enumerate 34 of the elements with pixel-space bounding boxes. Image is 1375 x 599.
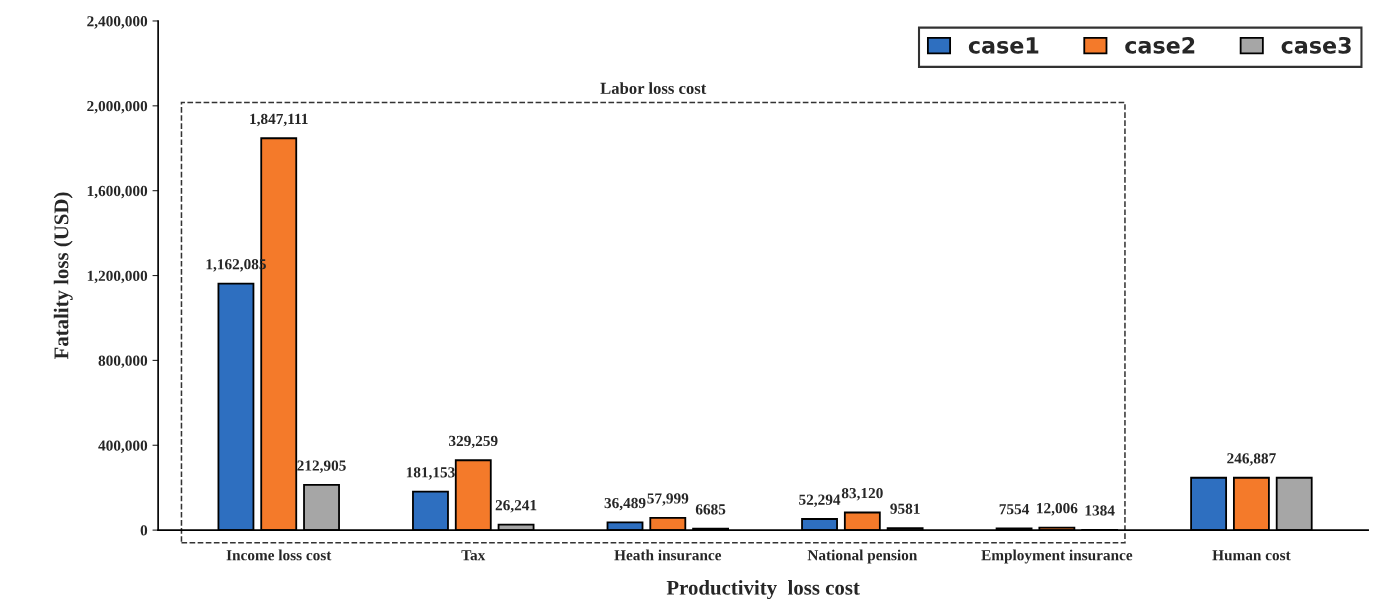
- data-label: 7554: [999, 504, 1030, 515]
- data-label: 83,120: [841, 487, 883, 501]
- data-label: 1384: [1085, 505, 1115, 516]
- y-tick-label: 1,200,000: [87, 270, 148, 284]
- y-tick-label: 800,000: [98, 355, 148, 369]
- y-axis-title: Fatality loss (USD): [53, 192, 73, 360]
- data-label: 212,905: [297, 460, 346, 473]
- x-tick-label: Tax: [461, 550, 486, 561]
- annotation: Labor loss cost: [600, 82, 707, 94]
- y-tick-label: 0: [140, 525, 148, 536]
- y-tick-label: 2,400,000: [87, 16, 148, 29]
- x-tick-label: Heath insurance: [614, 549, 722, 561]
- data-label: 181,153: [406, 467, 455, 480]
- x-tick-label: Income loss cost: [226, 549, 332, 561]
- data-label: 1,847,111: [250, 113, 308, 127]
- y-tick-label: 2,000,000: [87, 100, 148, 114]
- x-tick-label: National pension: [807, 549, 918, 564]
- x-axis-title: Productivity loss cost: [666, 580, 860, 599]
- data-label: 26,241: [495, 500, 537, 513]
- data-label: 12,006: [1037, 503, 1078, 516]
- legend-label: case2: [1125, 36, 1195, 54]
- data-label: 52,294: [799, 494, 841, 508]
- x-tick-label: Employment insurance: [981, 549, 1133, 564]
- data-label: 36,489: [604, 497, 646, 511]
- legend-label: case1: [968, 37, 1039, 54]
- data-label: 246,887: [1227, 453, 1276, 466]
- data-label: 9581: [890, 503, 920, 514]
- x-tick-label: Human cost: [1212, 550, 1291, 561]
- data-label: 6685: [695, 504, 726, 515]
- data-label: 57,999: [647, 493, 689, 506]
- y-tick-label: 400,000: [98, 440, 148, 453]
- data-label: 329,259: [449, 435, 498, 449]
- legend-label: case3: [1281, 36, 1351, 54]
- y-tick-label: 1,600,000: [87, 185, 148, 199]
